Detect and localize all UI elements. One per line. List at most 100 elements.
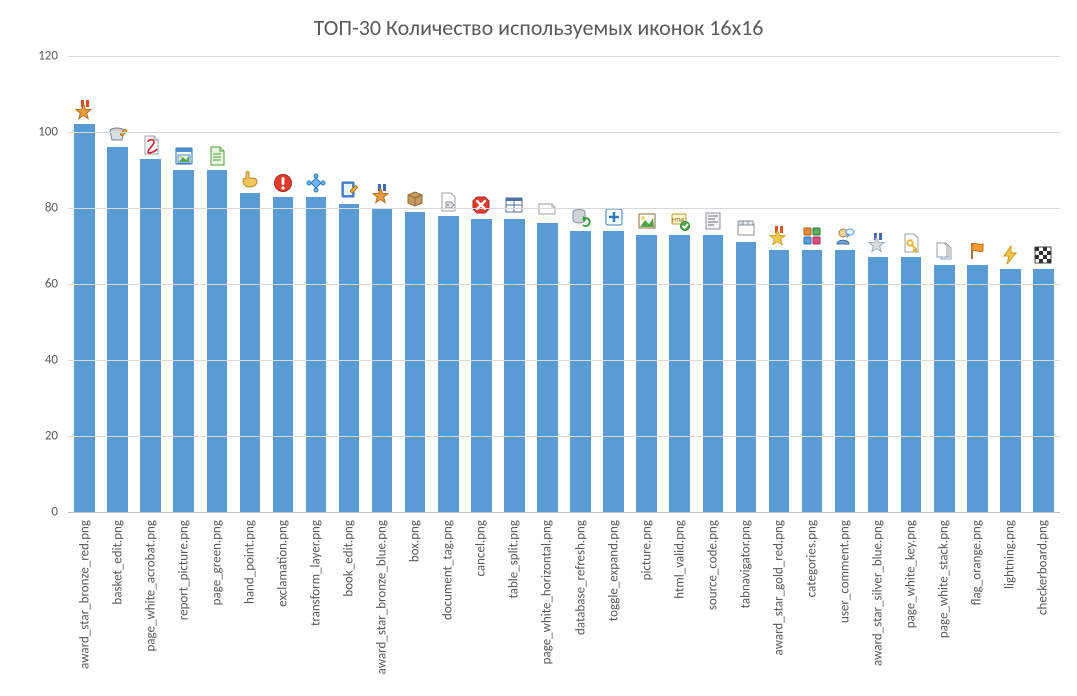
x-tick-label: hand_point.png [242, 520, 257, 604]
gridline [68, 132, 1060, 133]
bar [438, 216, 459, 512]
bar [703, 235, 724, 512]
y-tick-label: 120 [38, 49, 58, 64]
award-star-bronze-red-icon [75, 100, 95, 120]
report-picture-icon [174, 146, 194, 166]
bar [835, 250, 856, 512]
bar [273, 197, 294, 512]
y-tick-label: 60 [45, 277, 58, 292]
bar [107, 147, 128, 512]
plot-area: 020406080100120 [68, 56, 1060, 512]
x-tick-label: checkerboard.png [1036, 520, 1051, 615]
bar [570, 231, 591, 512]
database-refresh-icon [571, 207, 591, 227]
award-star-gold-red-icon [769, 226, 789, 246]
x-tick-label: award_star_bronze_blue.png [375, 520, 390, 674]
x-tick-label: user_comment.png [838, 520, 853, 623]
x-tick-label: html_valid.png [672, 520, 687, 599]
box-icon [405, 188, 425, 208]
page-white-horizontal-icon [537, 199, 557, 219]
cancel-icon [471, 195, 491, 215]
bar [901, 257, 922, 512]
book-edit-icon [339, 180, 359, 200]
bar [339, 204, 360, 512]
bar [967, 265, 988, 512]
categories-icon [802, 226, 822, 246]
x-axis-labels: award_star_bronze_red.png basket_edit.png… [68, 512, 1060, 692]
gridline [68, 56, 1060, 57]
gridline [68, 284, 1060, 285]
gridline [68, 436, 1060, 437]
x-tick-label: lightning.png [1003, 520, 1018, 589]
gridline [68, 360, 1060, 361]
x-tick-label: table_split.png [507, 520, 522, 598]
bar [537, 223, 558, 512]
x-tick-label: cancel.png [474, 520, 489, 576]
x-tick-label: page_white_horizontal.png [540, 520, 555, 664]
bar [736, 242, 757, 512]
y-tick-label: 0 [51, 505, 58, 520]
bar [636, 235, 657, 512]
bar [207, 170, 228, 512]
tabnavigator-icon [736, 218, 756, 238]
source-code-icon [703, 211, 723, 231]
x-tick-label: source_code.png [705, 520, 720, 610]
x-tick-label: report_picture.png [176, 520, 191, 620]
html-valid-icon [670, 211, 690, 231]
table-split-icon [504, 195, 524, 215]
page-white-acrobat-icon [141, 135, 161, 155]
bar [669, 235, 690, 512]
x-tick-label: book_edit.png [342, 520, 357, 597]
award-star-silver-blue-icon [868, 233, 888, 253]
page-white-stack-icon [934, 241, 954, 261]
y-tick-label: 100 [38, 125, 58, 140]
bar [140, 159, 161, 512]
flag-orange-icon [967, 241, 987, 261]
bar [306, 197, 327, 512]
x-tick-label: basket_edit.png [110, 520, 125, 605]
toggle-expand-icon [604, 207, 624, 227]
x-tick-label: database_refresh.png [573, 520, 588, 635]
hand-point-icon [240, 169, 260, 189]
bar [173, 170, 194, 512]
x-tick-label: categories.png [805, 520, 820, 597]
gridline [68, 208, 1060, 209]
user-comment-icon [835, 226, 855, 246]
x-tick-label: page_white_acrobat.png [143, 520, 158, 652]
x-tick-label: award_star_silver_blue.png [871, 520, 886, 666]
checkerboard-icon [1033, 245, 1053, 265]
x-tick-label: award_star_bronze_red.png [77, 520, 92, 669]
lightning-icon [1000, 245, 1020, 265]
x-tick-label: toggle_expand.png [606, 520, 621, 621]
bar [405, 212, 426, 512]
bar [240, 193, 261, 512]
x-tick-label: transform_layer.png [309, 520, 324, 626]
bar [1033, 269, 1054, 512]
x-tick-label: award_star_gold_red.png [771, 520, 786, 655]
transform-layer-icon [306, 173, 326, 193]
x-tick-label: page_white_key.png [904, 520, 919, 628]
y-tick-label: 40 [45, 353, 58, 368]
y-tick-label: 80 [45, 201, 58, 216]
x-tick-label: picture.png [639, 520, 654, 580]
x-tick-label: tabnavigator.png [738, 520, 753, 608]
page-green-icon [207, 146, 227, 166]
bar [603, 231, 624, 512]
bar [802, 250, 823, 512]
bar [1000, 269, 1021, 512]
x-tick-label: document_tag.png [441, 520, 456, 620]
bar [868, 257, 889, 512]
picture-icon [637, 211, 657, 231]
y-tick-label: 20 [45, 429, 58, 444]
chart-container: ТОП-30 Количество используемых иконок 16… [0, 0, 1077, 696]
bar [471, 219, 492, 512]
bar [934, 265, 955, 512]
x-tick-label: box.png [408, 520, 423, 562]
bar [769, 250, 790, 512]
page-white-key-icon [901, 233, 921, 253]
award-star-bronze-blue-icon [372, 184, 392, 204]
chart-title: ТОП-30 Количество используемых иконок 16… [0, 14, 1077, 41]
exclamation-icon [273, 173, 293, 193]
x-tick-label: page_white_stack.png [937, 520, 952, 638]
x-tick-label: page_green.png [209, 520, 224, 605]
